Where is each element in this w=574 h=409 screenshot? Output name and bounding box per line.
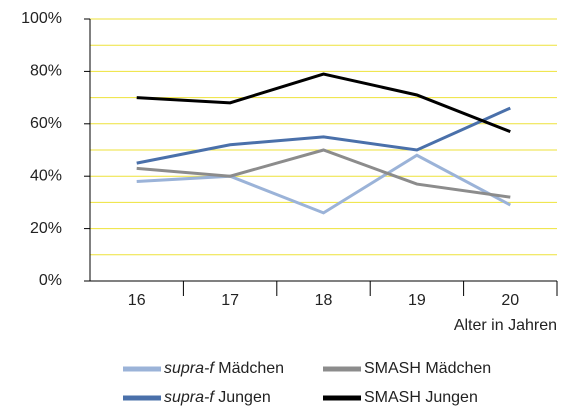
y-tick-label: 20% — [30, 220, 62, 237]
y-tick-label: 100% — [21, 10, 62, 27]
x-tick-label: 17 — [221, 292, 239, 309]
x-tick-label: 18 — [315, 292, 333, 309]
series-line — [136, 72, 511, 134]
y-tick-label: 0% — [39, 272, 62, 289]
legend-label: supra-f Mädchen — [164, 360, 284, 377]
series-line — [136, 106, 511, 165]
x-axis-label: Alter in Jahren — [454, 317, 557, 334]
y-tick-label: 60% — [30, 115, 62, 132]
x-tick-label: 16 — [128, 292, 146, 309]
y-tick-label: 80% — [30, 63, 62, 80]
x-tick-label: 19 — [408, 292, 426, 309]
y-tick-label: 40% — [30, 167, 62, 184]
series-line — [136, 153, 512, 215]
series-line — [136, 148, 511, 199]
x-tick-label: 20 — [501, 292, 519, 309]
legend-label: SMASH Jungen — [364, 389, 478, 406]
legend-label: supra-f Jungen — [164, 389, 271, 406]
legend-label: SMASH Mädchen — [364, 360, 491, 377]
